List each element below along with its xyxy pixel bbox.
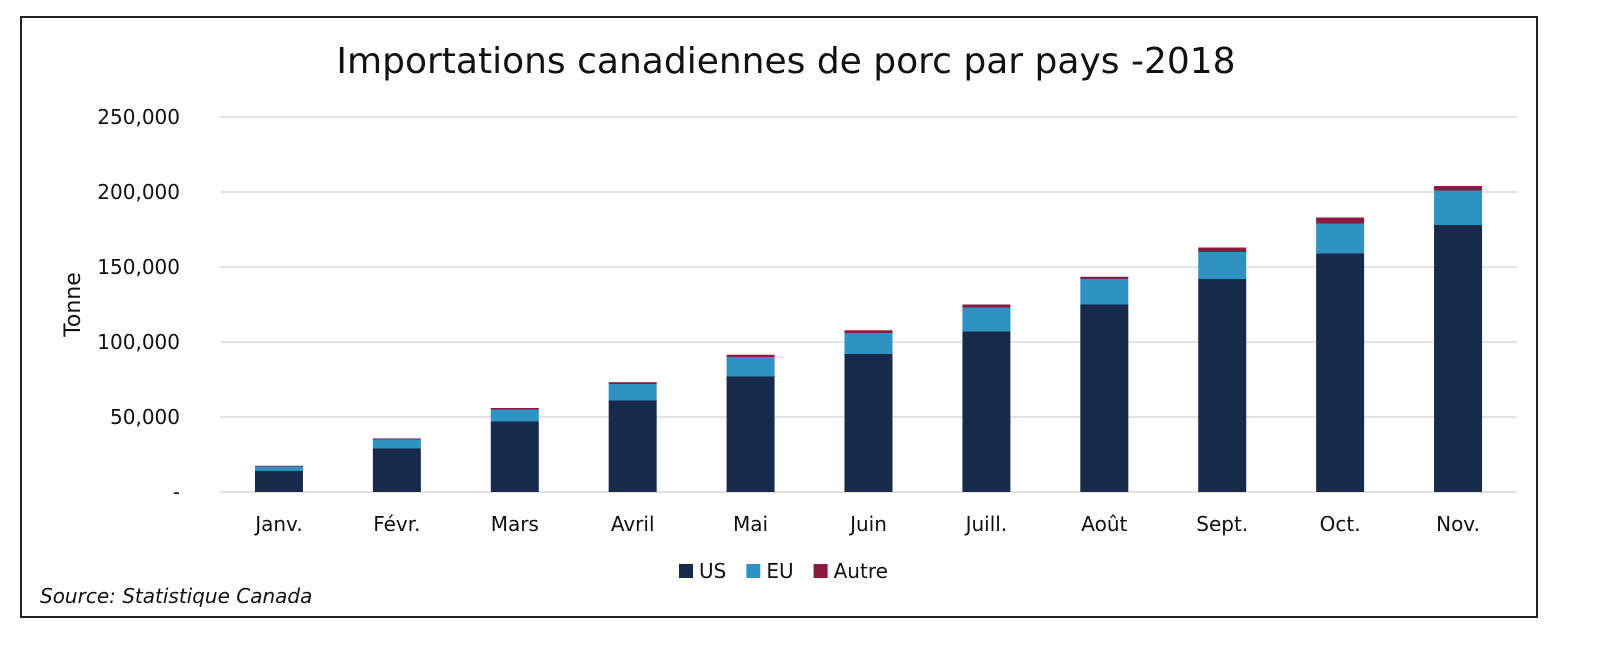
chart-title: Importations canadiennes de porc par pay… [336, 41, 1235, 82]
bar-autre-1 [254, 465, 303, 467]
bar-us-7 [962, 331, 1011, 492]
bars [254, 186, 1483, 492]
y-tick-label: 150,000 [97, 255, 180, 279]
bar-eu-11 [1434, 190, 1483, 225]
bar-autre-10 [1316, 217, 1365, 224]
bar-eu-4 [608, 384, 657, 401]
y-tick-label: - [173, 480, 180, 504]
legend-label-autre: Autre [834, 559, 888, 583]
x-tick-label: Juill. [964, 512, 1008, 536]
bar-us-6 [844, 354, 893, 492]
bar-us-8 [1080, 304, 1129, 492]
bar-us-10 [1316, 253, 1365, 492]
x-tick-label: Oct. [1320, 512, 1361, 536]
legend-swatch-autre [813, 564, 828, 578]
legend: US EU Autre [679, 559, 888, 583]
y-tick-label: 250,000 [97, 105, 180, 129]
x-tick-label: Août [1081, 512, 1127, 536]
x-tick-label: Mai [733, 512, 768, 536]
x-tick-label: Janv. [253, 512, 302, 536]
bar-us-5 [726, 376, 775, 492]
bar-us-9 [1198, 279, 1247, 492]
bar-eu-10 [1316, 223, 1365, 254]
bar-us-11 [1434, 225, 1483, 492]
x-tick-label: Juin [848, 512, 887, 536]
y-tick-label: 200,000 [97, 180, 180, 204]
bar-eu-2 [372, 439, 421, 449]
bar-eu-5 [726, 357, 775, 377]
bar-eu-7 [962, 307, 1011, 332]
bar-eu-1 [254, 466, 303, 471]
x-tick-label: Avril [611, 512, 655, 536]
bar-autre-5 [726, 354, 775, 357]
y-axis-ticks: - 50,000 100,000 150,000 200,000 250,000 [97, 105, 180, 504]
bar-autre-4 [608, 382, 657, 384]
x-tick-label: Févr. [373, 512, 420, 536]
bar-us-2 [372, 448, 421, 492]
bar-eu-3 [490, 409, 539, 422]
chart-frame: Importations canadiennes de porc par pay… [20, 16, 1538, 618]
bar-autre-3 [490, 408, 539, 410]
source-note: Source: Statistique Canada [40, 584, 312, 608]
bar-us-3 [490, 421, 539, 492]
bar-autre-9 [1198, 247, 1247, 252]
y-axis-label: Tonne [61, 272, 86, 338]
bar-eu-9 [1198, 252, 1247, 279]
bar-autre-11 [1434, 186, 1483, 191]
bar-autre-7 [962, 304, 1011, 308]
bar-eu-6 [844, 333, 893, 354]
x-tick-label: Nov. [1436, 512, 1480, 536]
bar-us-1 [254, 471, 303, 492]
bar-us-4 [608, 400, 657, 492]
x-tick-label: Sept. [1196, 512, 1248, 536]
x-axis-ticks: Janv. Févr. Mars Avril Mai Juin Juill. Août Sept… [253, 512, 1480, 536]
bar-autre-8 [1080, 276, 1129, 279]
x-tick-label: Mars [491, 512, 539, 536]
legend-label-eu: EU [766, 559, 793, 583]
chart-svg: Importations canadiennes de porc par pay… [40, 41, 1517, 608]
legend-swatch-us [679, 564, 693, 578]
bar-autre-2 [372, 438, 421, 440]
legend-swatch-eu [746, 564, 761, 578]
bar-autre-6 [844, 330, 893, 333]
legend-label-us: US [699, 559, 726, 583]
y-tick-label: 100,000 [97, 330, 180, 354]
y-tick-label: 50,000 [110, 405, 180, 429]
bar-eu-8 [1080, 279, 1129, 305]
